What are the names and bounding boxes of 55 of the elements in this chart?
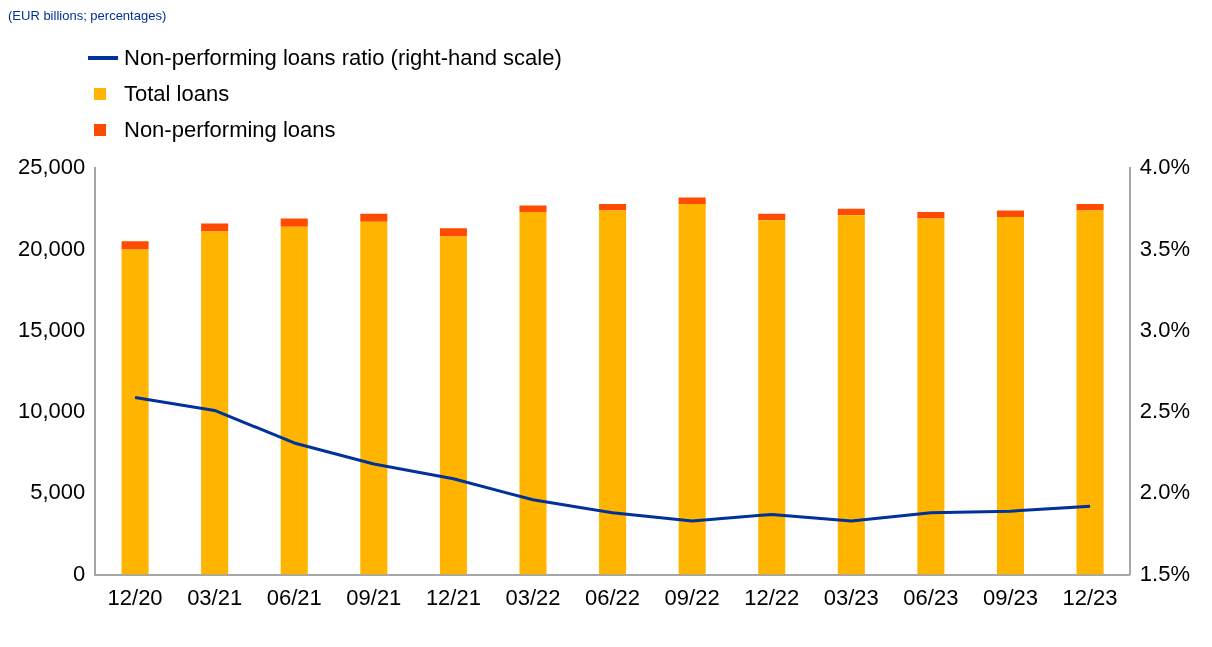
x-tick-label: 12/22 [744, 584, 800, 610]
y-tick-label: 20,000 [17, 235, 86, 261]
bar [280, 226, 308, 575]
x-tick-label: 03/23 [823, 584, 879, 610]
bar [917, 218, 945, 575]
bar [519, 205, 547, 213]
x-tick-label: 12/21 [425, 584, 481, 610]
bar [837, 215, 865, 575]
bar [201, 223, 229, 232]
x-tick-label: 06/22 [585, 584, 641, 610]
bar [121, 249, 149, 575]
y2-tick-label: 3.5% [1139, 235, 1191, 261]
y2-tick-label: 1.5% [1139, 560, 1191, 586]
legend-label: Total loans [124, 81, 230, 107]
x-tick-label: 03/22 [505, 584, 561, 610]
bar [678, 203, 706, 575]
y-tick-label: 5,000 [30, 479, 86, 505]
y2-tick-label: 2.5% [1139, 398, 1191, 424]
y2-tick-label: 3.0% [1139, 316, 1191, 342]
bar [360, 221, 388, 575]
bar [201, 231, 229, 575]
y-tick-label: 0 [73, 560, 86, 586]
y2-tick-label: 4.0% [1139, 154, 1191, 180]
x-tick-label: 06/23 [903, 584, 959, 610]
bar [758, 213, 786, 221]
bar [758, 220, 786, 575]
x-tick-label: 03/21 [187, 584, 243, 610]
bar [599, 203, 627, 211]
bar [280, 218, 308, 227]
bar [678, 197, 706, 204]
x-tick-label: 09/22 [664, 584, 720, 610]
x-tick-label: 09/21 [346, 584, 402, 610]
y-tick-label: 15,000 [17, 316, 86, 342]
bar [1076, 203, 1104, 211]
legend-label: Non-performing loans [124, 117, 336, 143]
bar [1076, 210, 1104, 575]
bar [439, 236, 467, 575]
bar [360, 213, 388, 222]
bar [519, 212, 547, 575]
x-tick-label: 12/20 [107, 584, 163, 610]
bar [917, 212, 945, 219]
chart-subtitle: (EUR billions; percentages) [8, 8, 168, 23]
bar [996, 216, 1025, 575]
bar [439, 228, 467, 237]
x-tick-label: 12/23 [1062, 584, 1118, 610]
bar [121, 241, 149, 250]
y-tick-label: 10,000 [17, 398, 86, 424]
x-tick-label: 09/23 [982, 584, 1039, 610]
x-tick-label: 06/21 [266, 584, 322, 610]
bar [599, 210, 627, 575]
legend-label: Non-performing loans ratio (right-hand scale) [124, 45, 562, 71]
y-tick-label: 25,000 [17, 154, 86, 180]
bar [837, 208, 865, 216]
y2-tick-label: 2.0% [1139, 479, 1191, 505]
bar [996, 210, 1025, 217]
